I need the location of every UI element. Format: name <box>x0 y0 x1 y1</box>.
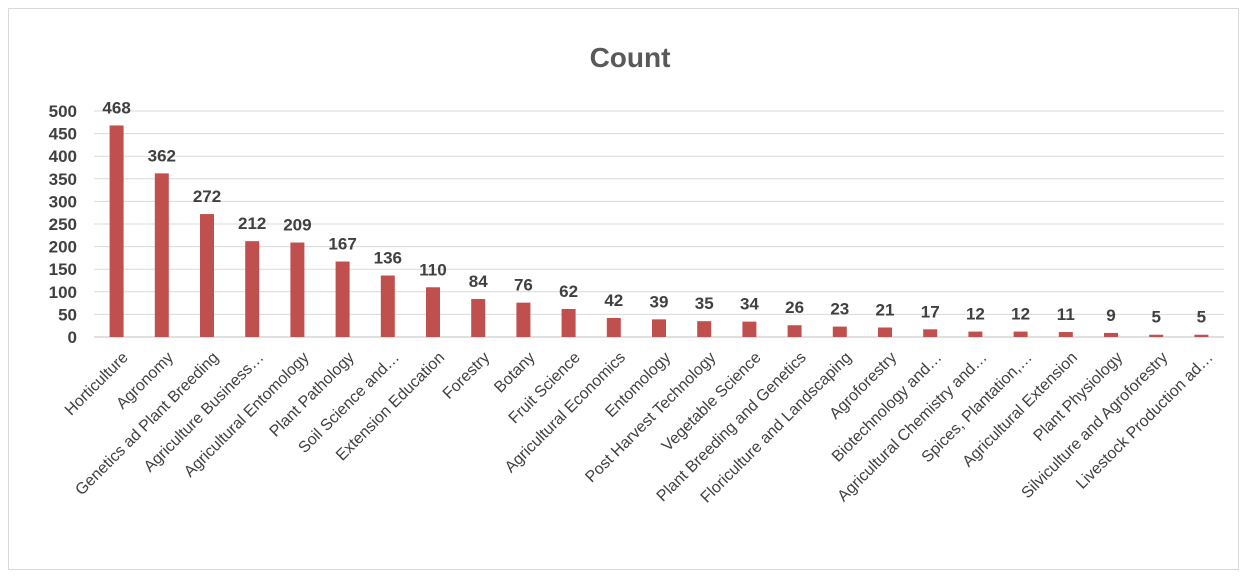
chart-title: Count <box>590 42 671 73</box>
data-label: 12 <box>966 305 985 324</box>
data-label: 42 <box>604 291 623 310</box>
data-label: 5 <box>1151 308 1160 327</box>
bar <box>380 275 395 337</box>
bar <box>742 321 757 337</box>
data-label: 468 <box>102 98 130 117</box>
bar <box>471 299 486 337</box>
data-label: 34 <box>740 295 759 314</box>
bar <box>923 329 938 337</box>
data-label: 167 <box>328 235 356 254</box>
y-tick-label: 250 <box>49 215 77 234</box>
bar <box>109 125 124 338</box>
y-tick-label: 400 <box>49 147 77 166</box>
bar <box>1013 331 1028 337</box>
y-tick-label: 50 <box>58 305 77 324</box>
data-label: 212 <box>238 214 266 233</box>
bar <box>1194 334 1209 337</box>
data-labels: 468 362 272 212 209 167 136 110 84 76 62 42 39 35 34 26… <box>102 98 1206 326</box>
chart-frame: Count 0 50 100 150 200 250 300 350 400 450 500 468… <box>8 8 1239 570</box>
bar <box>652 319 666 337</box>
data-label: 23 <box>830 300 849 319</box>
data-label: 272 <box>193 187 221 206</box>
y-tick-label: 150 <box>49 260 77 279</box>
bar <box>561 308 576 337</box>
bar <box>606 318 621 337</box>
bar <box>968 331 983 337</box>
bar <box>516 302 531 337</box>
bar <box>154 173 169 337</box>
y-tick-label: 350 <box>49 170 77 189</box>
y-tick-label: 300 <box>49 192 77 211</box>
y-tick-label: 500 <box>49 102 77 121</box>
bar <box>426 287 440 337</box>
data-label: 21 <box>876 301 895 320</box>
data-label: 76 <box>514 276 533 295</box>
bar-chart: Count 0 50 100 150 200 250 300 350 400 450 500 468… <box>49 42 1224 506</box>
data-label: 5 <box>1197 308 1206 327</box>
data-label: 84 <box>469 272 488 291</box>
y-tick-label: 0 <box>68 328 77 347</box>
data-label: 62 <box>559 282 578 301</box>
data-label: 35 <box>695 294 714 313</box>
data-label: 209 <box>283 216 311 235</box>
bar <box>878 327 892 337</box>
y-tick-label: 200 <box>49 238 77 257</box>
y-tick-label: 100 <box>49 283 77 302</box>
data-label: 39 <box>650 292 669 311</box>
data-label: 136 <box>374 249 402 268</box>
bar <box>245 241 260 337</box>
bar <box>1058 332 1073 337</box>
data-label: 362 <box>148 146 176 165</box>
bar <box>787 325 802 337</box>
y-axis-ticks: 0 50 100 150 200 250 300 350 400 450 500 <box>49 102 77 347</box>
bars <box>109 125 1209 338</box>
gridlines <box>94 110 1224 338</box>
bar <box>1104 332 1118 337</box>
x-category-label: Forestry <box>440 349 494 403</box>
bar <box>200 214 214 337</box>
bar <box>697 321 712 337</box>
bar <box>290 242 305 337</box>
y-tick-label: 450 <box>49 125 77 144</box>
data-label: 110 <box>419 260 446 279</box>
data-label: 11 <box>1057 305 1075 324</box>
bar <box>832 326 847 337</box>
bar <box>1149 334 1164 337</box>
data-label: 9 <box>1106 306 1115 325</box>
bar <box>335 261 350 337</box>
data-label: 26 <box>785 298 804 317</box>
data-label: 17 <box>921 302 940 321</box>
data-label: 12 <box>1011 305 1030 324</box>
